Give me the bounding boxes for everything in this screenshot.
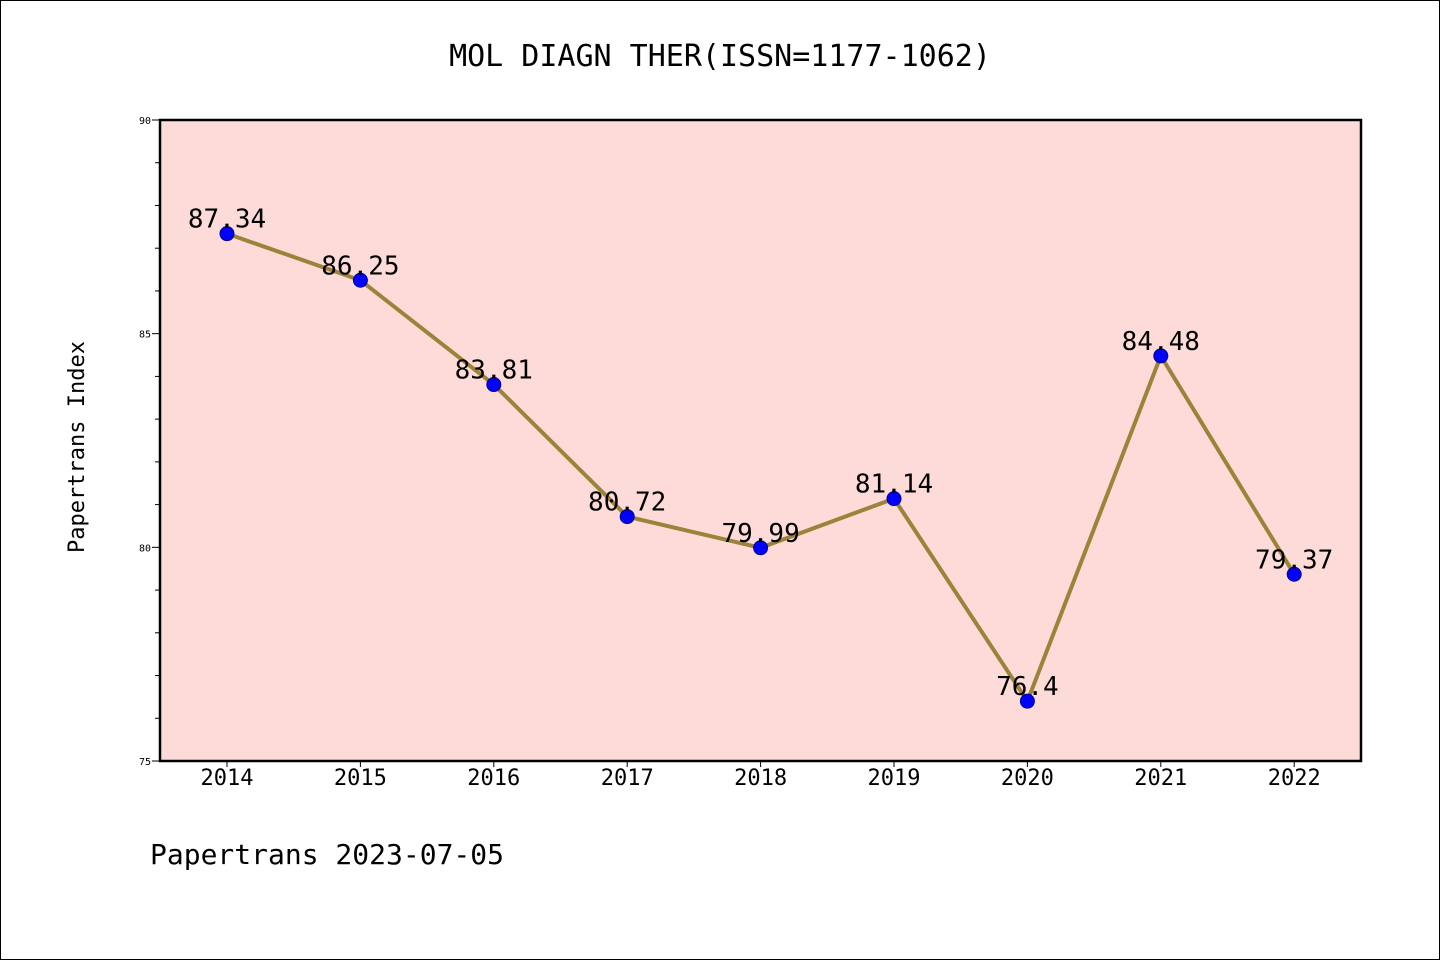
data-point bbox=[886, 491, 902, 507]
chart-title: MOL DIAGN THER(ISSN=1177-1062) bbox=[449, 39, 991, 74]
data-label: 79.37 bbox=[1255, 545, 1333, 575]
data-label: 87.34 bbox=[188, 205, 266, 235]
data-point bbox=[219, 226, 235, 242]
x-tick-label: 2018 bbox=[734, 766, 787, 791]
data-label: 84.48 bbox=[1122, 327, 1200, 357]
y-axis-label: Papertrans Index bbox=[65, 341, 90, 553]
x-tick-label: 2021 bbox=[1134, 766, 1187, 791]
x-tick-label: 2016 bbox=[467, 766, 520, 791]
data-label: 79.99 bbox=[721, 519, 799, 549]
data-point bbox=[486, 377, 502, 393]
data-label: 83.81 bbox=[455, 356, 533, 386]
x-tick-label: 2015 bbox=[334, 766, 387, 791]
y-axis: 75 80 85 90 bbox=[139, 116, 160, 768]
data-point bbox=[1153, 348, 1169, 364]
data-point bbox=[1286, 566, 1302, 582]
data-label: 86.25 bbox=[321, 251, 399, 281]
data-label: 76.4 bbox=[996, 672, 1059, 702]
x-tick-label: 2017 bbox=[601, 766, 654, 791]
data-point bbox=[753, 540, 769, 556]
data-label: 80.72 bbox=[588, 488, 666, 518]
x-axis: 2014 2015 2016 2017 2018 2019 2020 2021 2022 bbox=[201, 761, 1321, 791]
data-label: 81.14 bbox=[855, 470, 933, 500]
data-point bbox=[1019, 693, 1035, 709]
x-tick-label: 2019 bbox=[868, 766, 921, 791]
y-tick-label: 75 bbox=[139, 757, 151, 768]
data-point bbox=[352, 272, 368, 288]
plot-area bbox=[158, 118, 1363, 763]
x-tick-label: 2020 bbox=[1001, 766, 1054, 791]
footer-date: Papertrans 2023-07-05 bbox=[150, 838, 504, 871]
y-tick-label: 80 bbox=[139, 543, 151, 554]
y-tick-label: 85 bbox=[139, 330, 151, 341]
series-line bbox=[219, 226, 1302, 709]
x-tick-label: 2014 bbox=[201, 766, 254, 791]
data-labels: 87.34 86.25 83.81 80.72 79.99 81.14 76.4 84.48 7… bbox=[188, 205, 1333, 703]
x-tick-label: 2022 bbox=[1268, 766, 1321, 791]
data-point bbox=[619, 509, 635, 525]
y-tick-label: 90 bbox=[139, 116, 151, 127]
